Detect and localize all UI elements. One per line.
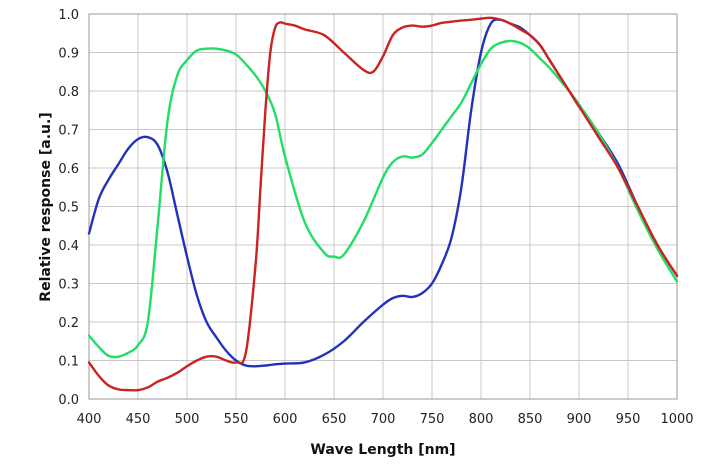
x-tick-label: 450 bbox=[126, 412, 151, 427]
x-tick-label: 850 bbox=[518, 412, 543, 427]
y-tick-label: 0.6 bbox=[58, 162, 79, 177]
x-axis-title: Wave Length [nm] bbox=[310, 442, 455, 458]
y-tick-label: 0.2 bbox=[58, 316, 79, 331]
y-tick-label: 0.9 bbox=[58, 47, 79, 62]
y-tick-label: 1.0 bbox=[58, 8, 79, 23]
x-tick-label: 1000 bbox=[660, 412, 693, 427]
x-tick-label: 550 bbox=[224, 412, 249, 427]
x-tick-label: 800 bbox=[469, 412, 494, 427]
series-layer bbox=[87, 16, 679, 392]
plot-frame bbox=[88, 13, 678, 400]
y-tick-label: 0.7 bbox=[58, 124, 79, 139]
x-tick-label: 950 bbox=[616, 412, 641, 427]
series-line-2 bbox=[87, 16, 679, 392]
x-tick-label: 650 bbox=[322, 412, 347, 427]
grid bbox=[88, 13, 678, 400]
x-tick-label: 700 bbox=[371, 412, 396, 427]
x-tick-label: 600 bbox=[273, 412, 298, 427]
y-tick-labels: 0.0 0.1 0.2 0.3 0.4 0.5 0.6 0.7 0.8 0.9 1.0 bbox=[58, 8, 79, 408]
x-tick-labels: 400 450 500 550 600 650 700 750 800 850 900 950 1000 bbox=[77, 412, 694, 427]
y-tick-label: 0.5 bbox=[58, 201, 79, 216]
y-tick-label: 0.4 bbox=[58, 239, 79, 254]
plot-border bbox=[88, 13, 678, 400]
y-tick-label: 0.0 bbox=[58, 393, 79, 408]
y-tick-label: 0.8 bbox=[58, 85, 79, 100]
x-tick-label: 500 bbox=[175, 412, 200, 427]
x-tick-label: 900 bbox=[567, 412, 592, 427]
y-tick-label: 0.3 bbox=[58, 278, 79, 293]
x-tick-label: 750 bbox=[420, 412, 445, 427]
series-line-1 bbox=[87, 39, 679, 359]
y-tick-label: 0.1 bbox=[58, 355, 79, 370]
x-tick-label: 400 bbox=[77, 412, 102, 427]
y-axis-title: Relative response [a.u.] bbox=[38, 112, 54, 301]
